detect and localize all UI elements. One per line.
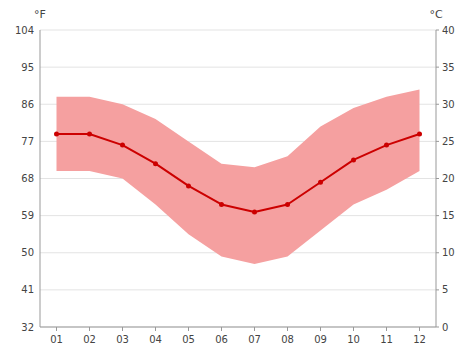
y2-axis-line bbox=[436, 30, 437, 327]
grid-line bbox=[40, 30, 436, 31]
min-max-band bbox=[57, 89, 420, 263]
x-tick-label: 07 bbox=[248, 334, 261, 345]
x-tick-label: 02 bbox=[83, 334, 96, 345]
x-tick bbox=[320, 327, 321, 331]
grid bbox=[40, 30, 436, 327]
x-tick-label: 11 bbox=[380, 334, 393, 345]
x-tick bbox=[89, 327, 90, 331]
average-point bbox=[120, 143, 125, 148]
average-line bbox=[57, 134, 420, 212]
grid-line bbox=[40, 67, 436, 68]
y-tick-label: 68 bbox=[21, 173, 34, 184]
y2-tick-label: 5 bbox=[442, 284, 448, 295]
y-axis-line bbox=[40, 30, 41, 327]
y-axis-label: °F bbox=[34, 8, 46, 21]
y2-tick-label: 0 bbox=[442, 322, 448, 333]
x-tick-label: 12 bbox=[413, 334, 426, 345]
y2-tick-label: 20 bbox=[442, 173, 455, 184]
average-point bbox=[219, 202, 224, 207]
y2-tick-label: 15 bbox=[442, 210, 455, 221]
x-tick-label: 03 bbox=[116, 334, 129, 345]
y-tick-label: 86 bbox=[21, 99, 34, 110]
x-tick-label: 05 bbox=[182, 334, 195, 345]
y-tick-label: 59 bbox=[21, 210, 34, 221]
average-point bbox=[318, 180, 323, 185]
x-axis-line bbox=[40, 327, 436, 328]
average-point bbox=[153, 161, 158, 166]
y-tick-label: 41 bbox=[21, 284, 34, 295]
x-tick-label: 08 bbox=[281, 334, 294, 345]
x-tick bbox=[254, 327, 255, 331]
average-point bbox=[252, 209, 257, 214]
x-tick bbox=[386, 327, 387, 331]
x-tick bbox=[221, 327, 222, 331]
average-point bbox=[87, 131, 92, 136]
average-point bbox=[384, 143, 389, 148]
axes: 3241505968778695104051015202530354001020… bbox=[15, 8, 455, 345]
y-tick-label: 50 bbox=[21, 247, 34, 258]
average-point bbox=[186, 183, 191, 188]
y2-axis-label: °C bbox=[429, 8, 443, 21]
x-tick bbox=[353, 327, 354, 331]
grid-line bbox=[40, 289, 436, 290]
x-tick-label: 06 bbox=[215, 334, 228, 345]
x-tick-label: 04 bbox=[149, 334, 162, 345]
y2-tick-label: 30 bbox=[442, 99, 455, 110]
x-tick bbox=[188, 327, 189, 331]
chart: 3241505968778695104051015202530354001020… bbox=[0, 0, 474, 355]
average-point bbox=[54, 131, 59, 136]
x-tick bbox=[419, 327, 420, 331]
y-tick-label: 32 bbox=[21, 322, 34, 333]
chart-container: 3241505968778695104051015202530354001020… bbox=[0, 0, 474, 355]
average-point bbox=[417, 131, 422, 136]
x-tick-label: 01 bbox=[50, 334, 63, 345]
x-tick bbox=[155, 327, 156, 331]
x-tick-label: 09 bbox=[314, 334, 327, 345]
x-tick bbox=[287, 327, 288, 331]
x-tick bbox=[122, 327, 123, 331]
plot-area bbox=[54, 89, 422, 263]
y2-tick-label: 40 bbox=[442, 25, 455, 36]
x-tick-label: 10 bbox=[347, 334, 360, 345]
average-point bbox=[351, 157, 356, 162]
y-tick-label: 95 bbox=[21, 62, 34, 73]
y2-tick-label: 35 bbox=[442, 62, 455, 73]
average-point bbox=[285, 202, 290, 207]
y2-tick-label: 25 bbox=[442, 136, 455, 147]
grid-line bbox=[40, 327, 436, 328]
x-tick bbox=[56, 327, 57, 331]
y-tick-label: 104 bbox=[15, 25, 34, 36]
y-tick-label: 77 bbox=[21, 136, 34, 147]
y2-tick-label: 10 bbox=[442, 247, 455, 258]
